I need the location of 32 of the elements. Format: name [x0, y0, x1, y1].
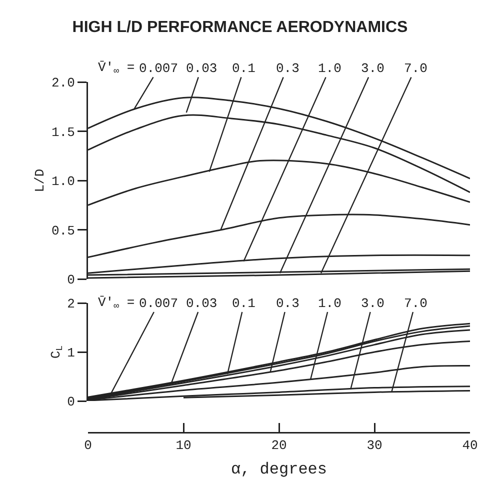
- x-axis-title: α, degrees: [230, 460, 328, 479]
- annotation: 0.03: [186, 61, 218, 76]
- annotation: 7.0: [404, 61, 428, 76]
- annotation: 3.0: [361, 296, 384, 311]
- y-tick-label: 0: [67, 272, 75, 288]
- y-tick-label: 0: [67, 394, 75, 410]
- x-tick-label: 0: [84, 438, 92, 454]
- y-axis-title: L/D: [32, 168, 48, 192]
- x-tick-label: 10: [176, 438, 192, 454]
- annotation: 0.3: [276, 61, 300, 76]
- annotation: 0.03: [186, 296, 218, 311]
- annotation: 0.1: [232, 296, 256, 311]
- y-tick-label: 1: [67, 346, 76, 361]
- x-tick-label: 20: [271, 438, 287, 454]
- annotation: 1.0: [318, 61, 342, 76]
- y-tick-label: 1.0: [51, 174, 75, 190]
- y-tick-label: 2: [67, 296, 75, 312]
- annotation: 0.007: [139, 61, 178, 76]
- y-tick-label: 2.0: [51, 76, 75, 91]
- y-tick-label: 1.5: [51, 124, 75, 140]
- annotation: 0.3: [276, 296, 300, 311]
- annotation: V̄′$_{∞}$ =: [98, 295, 135, 312]
- annotation: 0.1: [232, 61, 256, 76]
- x-tick-label: 40: [462, 438, 478, 454]
- annotation: 0.007: [139, 296, 178, 311]
- chart-title: HIGH L/D PERFORMANCE AERODYNAMICS: [72, 18, 408, 36]
- y-tick-label: 0.5: [51, 223, 75, 238]
- annotation: 7.0: [404, 296, 428, 311]
- text: V̄′$_{∞}$ =: [98, 60, 135, 77]
- annotation: 3.0: [361, 61, 384, 76]
- annotation: 1.0: [318, 296, 342, 311]
- x-tick-label: 30: [366, 438, 382, 454]
